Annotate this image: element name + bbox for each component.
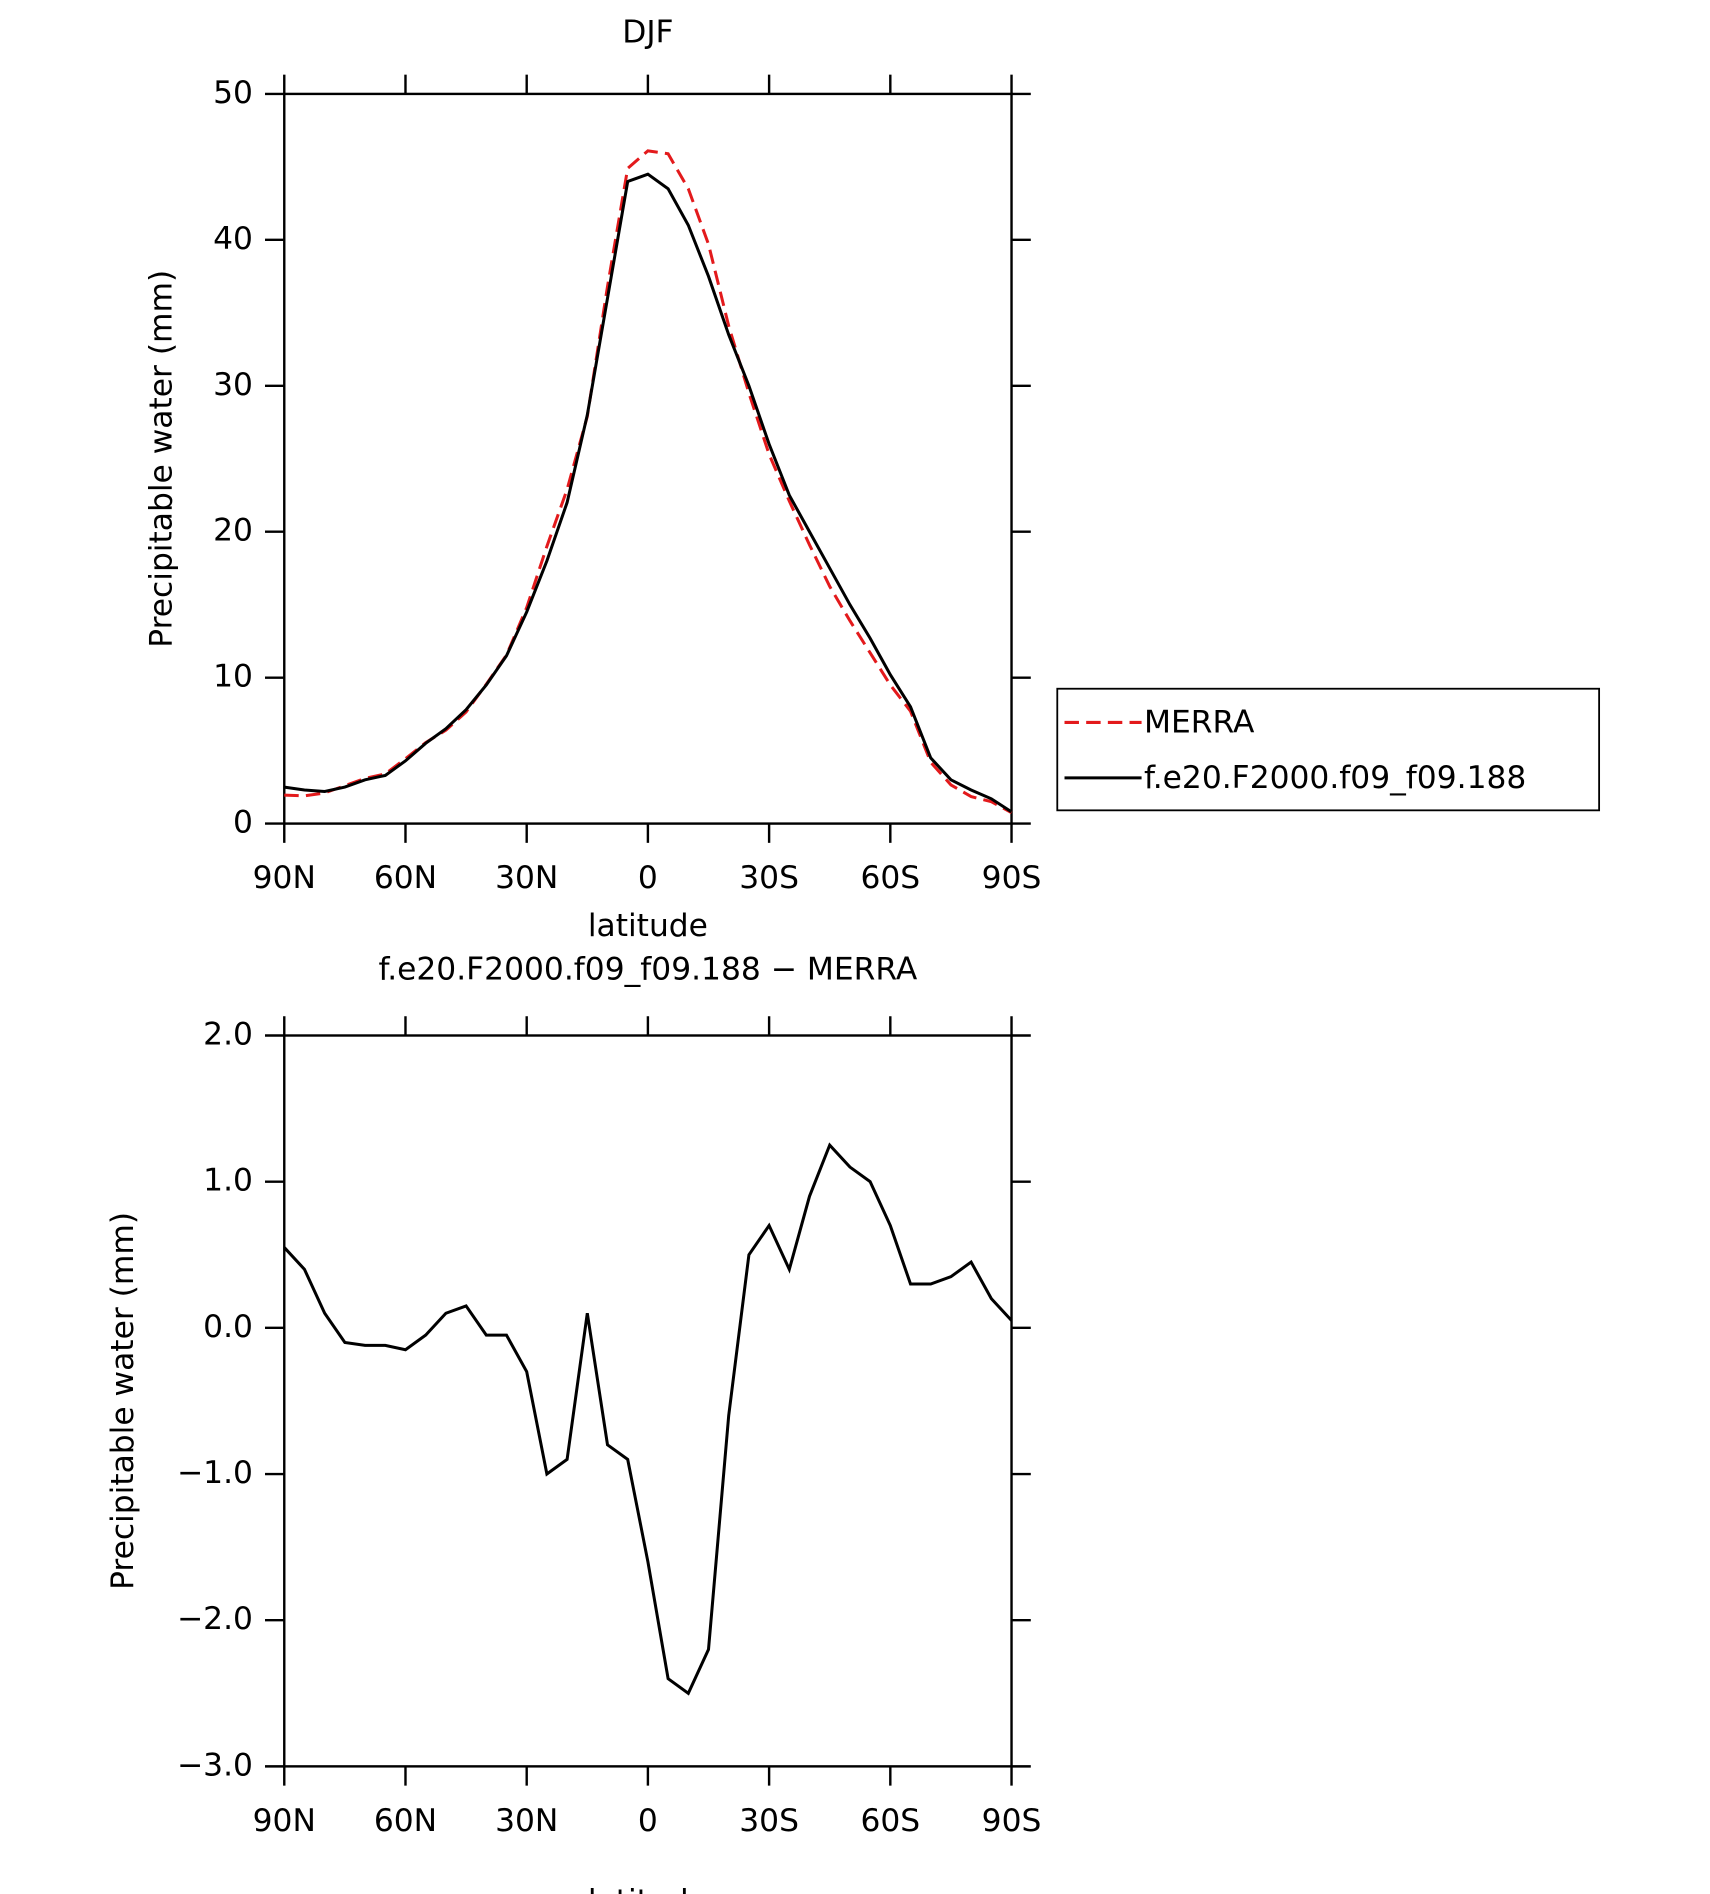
plot-frame bbox=[283, 92, 1013, 825]
x-tick-label: 90N bbox=[253, 860, 316, 896]
y-tick-label: −3.0 bbox=[177, 1747, 253, 1783]
x-tick-label: 30N bbox=[495, 860, 558, 896]
x-axis-label: latitude bbox=[588, 908, 708, 944]
x-tick-label: 30S bbox=[739, 860, 799, 896]
plot-frame bbox=[283, 1034, 1013, 1768]
legend-box bbox=[1056, 687, 1601, 812]
data-line bbox=[284, 149, 1013, 814]
y-axis-label: Precipitable water (mm) bbox=[144, 270, 180, 648]
x-tick-label: 60N bbox=[374, 860, 437, 896]
x-tick-label: 60S bbox=[860, 860, 920, 896]
y-tick-label: 20 bbox=[213, 513, 253, 549]
x-tick-label: 90S bbox=[982, 860, 1042, 896]
y-tick-label: 40 bbox=[213, 221, 253, 257]
data-line bbox=[284, 172, 1013, 814]
legend-label: MERRA bbox=[1144, 705, 1255, 741]
x-axis-label: latitude bbox=[588, 1883, 708, 1894]
x-tick-label: 90S bbox=[982, 1803, 1042, 1839]
x-tick-label: 30S bbox=[739, 1803, 799, 1839]
y-axis-label: Precipitable water (mm) bbox=[105, 1212, 141, 1590]
y-tick-label: 0 bbox=[233, 805, 253, 841]
x-tick-label: 60N bbox=[374, 1803, 437, 1839]
y-tick-label: 10 bbox=[213, 659, 253, 695]
data-line bbox=[283, 1142, 1013, 1696]
chart-title: f.e20.F2000.f09_f09.188 − MERRA bbox=[378, 951, 917, 987]
chart-title: DJF bbox=[622, 15, 673, 51]
x-tick-label: 90N bbox=[253, 1803, 316, 1839]
y-tick-label: −1.0 bbox=[177, 1455, 253, 1491]
y-tick-label: −2.0 bbox=[177, 1601, 253, 1637]
x-tick-label: 0 bbox=[638, 1803, 658, 1839]
x-tick-label: 60S bbox=[860, 1803, 920, 1839]
y-tick-label: 30 bbox=[213, 367, 253, 403]
y-tick-label: 1.0 bbox=[203, 1163, 253, 1199]
y-tick-label: 2.0 bbox=[203, 1016, 253, 1052]
x-tick-label: 30N bbox=[495, 1803, 558, 1839]
y-tick-label: 0.0 bbox=[203, 1309, 253, 1345]
legend-label: f.e20.F2000.f09_f09.188 bbox=[1144, 760, 1526, 796]
x-tick-label: 0 bbox=[638, 860, 658, 896]
y-tick-label: 50 bbox=[213, 75, 253, 111]
